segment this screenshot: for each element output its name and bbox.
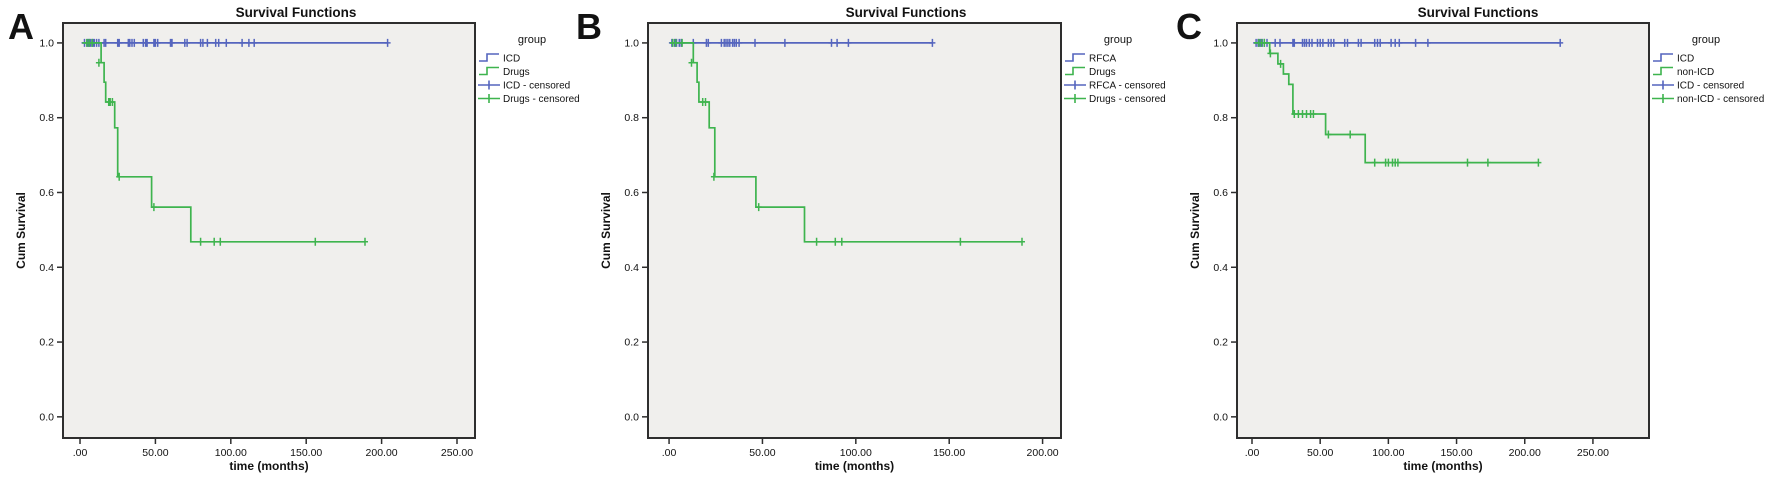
legend-entry-label: Drugs - censored — [503, 94, 580, 105]
x-tick-label: 50.00 — [142, 447, 168, 459]
y-tick-label: 0.0 — [1213, 411, 1228, 423]
x-tick-label: 150.00 — [1440, 447, 1472, 459]
x-axis-label: time (months) — [1403, 459, 1482, 473]
legend-entry-label: Drugs — [1089, 67, 1116, 78]
x-tick-label: .00 — [73, 447, 88, 459]
legend-entry-label: non-ICD — [1677, 67, 1714, 78]
non-icd-censored-marks — [1255, 38, 1542, 167]
y-tick-label: 0.8 — [1213, 112, 1228, 124]
legend-line-symbol-icon — [1653, 66, 1673, 76]
y-tick-label: 0.6 — [1213, 187, 1228, 199]
legend-entry-label: ICD — [503, 54, 520, 65]
panel-letter: A — [8, 6, 34, 47]
chart-title: Survival Functions — [1418, 5, 1539, 20]
drugs-survival-curve — [670, 42, 1022, 243]
y-tick-label: 0.0 — [39, 411, 54, 423]
y-tick-label: 0.6 — [39, 187, 54, 199]
x-tick-label: 100.00 — [1372, 447, 1404, 459]
x-tick-label: 50.00 — [1307, 447, 1333, 459]
x-tick-label: .00 — [1245, 447, 1260, 459]
x-tick-label: 100.00 — [840, 447, 872, 459]
y-tick-label: 0.8 — [39, 112, 54, 124]
y-axis-label: Cum Survival — [14, 192, 28, 269]
legend-entry-label: Drugs - censored — [1089, 94, 1166, 105]
x-axis-label: time (months) — [229, 459, 308, 473]
panel-letter: B — [576, 6, 602, 47]
plot-area — [1236, 22, 1650, 439]
x-tick-label: 200.00 — [366, 447, 398, 459]
legend-title: group — [1104, 34, 1132, 46]
panel-a: A Survival Functions time (months) Cum Surv… — [8, 5, 580, 473]
legend-censored-symbol-icon — [1064, 80, 1086, 90]
x-tick-label: 250.00 — [1577, 447, 1609, 459]
legend-censored-symbol-icon — [478, 80, 500, 90]
y-tick-label: 1.0 — [1213, 37, 1228, 49]
y-tick-label: 0.0 — [624, 411, 639, 423]
y-tick-label: 0.2 — [624, 337, 639, 349]
panel-b: B Survival Functions time (months) Cum Surv… — [576, 5, 1166, 473]
legend-line-symbol-icon — [1065, 66, 1085, 76]
legend-entry-label: ICD — [1677, 54, 1694, 65]
plot-area — [62, 22, 476, 439]
y-tick-label: 1.0 — [624, 37, 639, 49]
legend-censored-symbol-icon — [1064, 94, 1086, 103]
legend-entry-label: ICD - censored — [503, 81, 570, 92]
x-tick-label: 50.00 — [749, 447, 775, 459]
y-tick-label: 1.0 — [39, 37, 54, 49]
drugs-censored-marks — [83, 38, 368, 246]
x-tick-label: 200.00 — [1509, 447, 1541, 459]
x-tick-label: 150.00 — [933, 447, 965, 459]
drugs-survival-curve — [82, 42, 365, 243]
x-axis-label: time (months) — [815, 459, 894, 473]
drugs-censored-marks — [669, 38, 1025, 246]
y-tick-label: 0.4 — [624, 262, 639, 274]
y-axis-label: Cum Survival — [1188, 192, 1202, 269]
legend-entry-label: non-ICD - censored — [1677, 94, 1764, 105]
legend-entry-label: RFCA - censored — [1089, 81, 1166, 92]
non-icd-survival-curve — [1254, 42, 1539, 164]
legend-line-symbol-icon — [1653, 53, 1673, 62]
plot-area — [647, 22, 1062, 439]
legend-entry-label: ICD - censored — [1677, 81, 1744, 92]
legend-censored-symbol-icon — [1652, 94, 1674, 103]
x-tick-label: .00 — [662, 447, 677, 459]
legend-line-symbol-icon — [479, 53, 499, 62]
y-tick-label: 0.8 — [624, 112, 639, 124]
y-tick-label: 0.4 — [1213, 262, 1228, 274]
legend-censored-symbol-icon — [1652, 80, 1674, 90]
legend-line-symbol-icon — [479, 66, 499, 76]
legend-title: group — [518, 34, 546, 46]
legend-entry-label: RFCA — [1089, 54, 1117, 65]
y-tick-label: 0.2 — [1213, 337, 1228, 349]
y-tick-label: 0.6 — [624, 187, 639, 199]
x-tick-label: 250.00 — [441, 447, 473, 459]
x-tick-label: 150.00 — [290, 447, 322, 459]
legend-title: group — [1692, 34, 1720, 46]
x-tick-label: 200.00 — [1027, 447, 1059, 459]
panel-letter: C — [1176, 6, 1202, 47]
legend-entry-label: Drugs — [503, 67, 530, 78]
chart-title: Survival Functions — [236, 5, 357, 20]
y-tick-label: 0.4 — [39, 262, 54, 274]
legend-censored-symbol-icon — [478, 94, 500, 103]
panel-c: C Survival Functions time (months) Cum Surv… — [1176, 5, 1764, 473]
y-tick-label: 0.2 — [39, 337, 54, 349]
y-axis-label: Cum Survival — [599, 192, 613, 269]
legend-line-symbol-icon — [1065, 53, 1085, 62]
chart-title: Survival Functions — [846, 5, 967, 20]
x-tick-label: 100.00 — [215, 447, 247, 459]
